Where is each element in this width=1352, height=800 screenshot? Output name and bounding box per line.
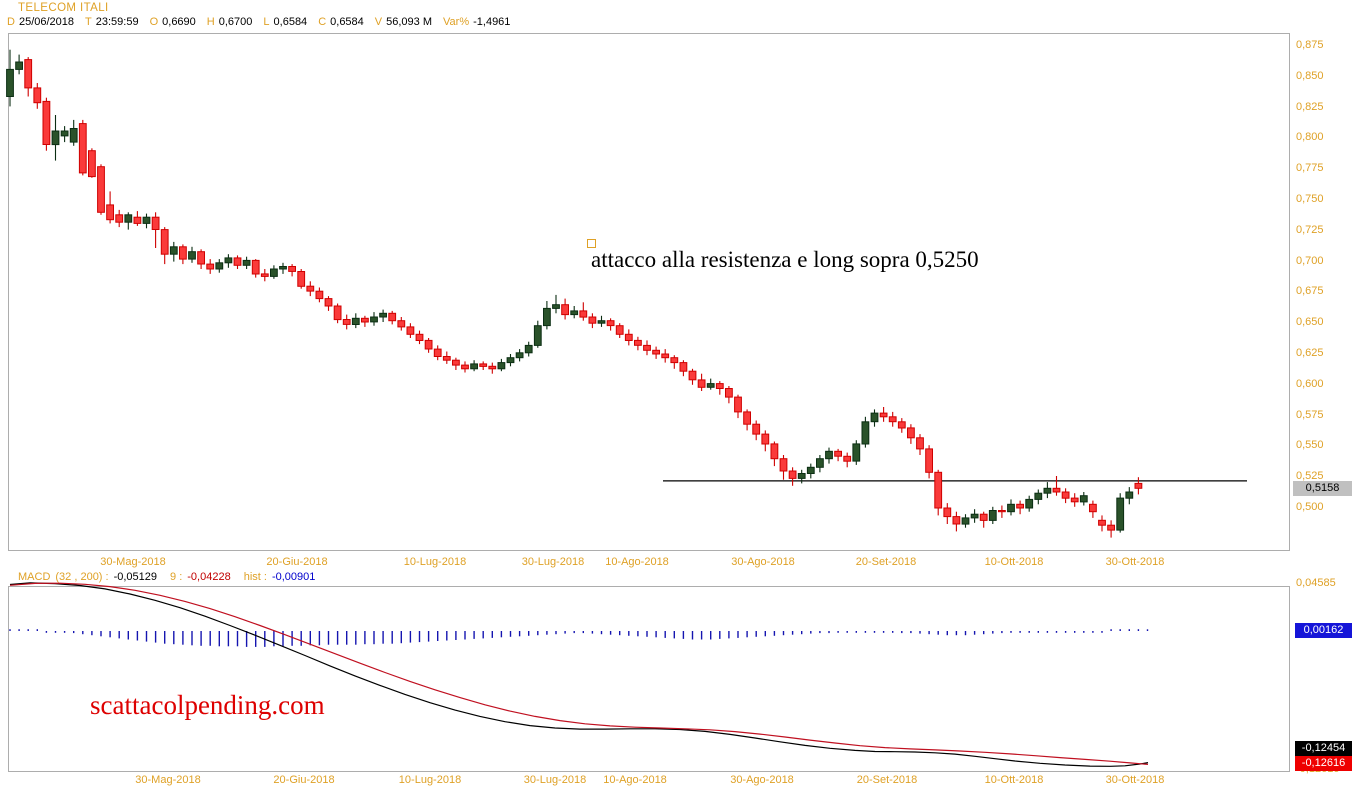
date-axis-label: 30-Mag-2018: [135, 774, 201, 786]
field-key: hist :: [243, 571, 267, 583]
date-axis-label: 10-Ott-2018: [984, 556, 1044, 568]
field-value: 56,093 M: [386, 16, 433, 28]
field-key: O: [149, 16, 159, 28]
field-key: L: [263, 16, 270, 28]
price-axis-label: 0,625: [1296, 347, 1324, 359]
instrument-title: TELECOM ITALI: [18, 2, 109, 14]
field-key: T: [85, 16, 92, 28]
field-value: 0,6690: [162, 16, 196, 28]
date-axis-label: 10-Lug-2018: [398, 774, 462, 786]
annotation-text[interactable]: attacco alla resistenza e long sopra 0,5…: [591, 247, 979, 272]
signal-value-box: -0,12616: [1295, 756, 1352, 771]
price-axis-label: 0,800: [1296, 131, 1324, 144]
annotation-marker-icon[interactable]: [587, 239, 596, 248]
price-chart-panel[interactable]: [8, 33, 1290, 551]
price-axis-label: 0,825: [1296, 100, 1324, 113]
price-axis-label: 0,675: [1296, 285, 1324, 298]
date-axis-label: 30-Ago-2018: [730, 774, 794, 786]
macd-value-box: -0,12454: [1295, 741, 1352, 756]
date-axis-label: 10-Ago-2018: [603, 774, 667, 786]
field-key: MACD: [18, 571, 51, 583]
field-value: 25/06/2018: [18, 16, 75, 28]
date-axis-label: 30-Lug-2018: [521, 556, 585, 568]
price-axis-label: 0,550: [1296, 439, 1324, 452]
date-axis-label: 30-Lug-2018: [523, 774, 587, 786]
macd-readout: MACD (32 , 200) : -0,05129 9 : -0,04228 hist …: [18, 571, 328, 583]
field-key: D: [7, 16, 15, 28]
watermark: scattacolpending.com: [90, 690, 325, 720]
price-axis-label: 0,600: [1296, 377, 1324, 390]
field-key: (32 , 200) :: [55, 571, 109, 583]
field-key: H: [206, 16, 215, 28]
field-value: -0,05129: [113, 571, 158, 583]
date-axis-label: 20-Giu-2018: [266, 556, 328, 568]
field-key: V: [374, 16, 383, 28]
field-value: 0,6584: [273, 16, 308, 28]
price-axis-label: 0,650: [1296, 316, 1324, 329]
date-axis-label: 10-Ago-2018: [605, 556, 669, 568]
date-axis-label: 10-Lug-2018: [403, 556, 467, 568]
price-axis-label: 0,575: [1296, 408, 1324, 421]
field-value: -1,4961: [473, 16, 511, 28]
price-axis-label: 0,750: [1296, 193, 1324, 205]
price-axis-label: 0,700: [1296, 254, 1324, 267]
field-key: 9 :: [170, 571, 183, 583]
field-value: 0,6700: [218, 16, 253, 28]
field-key: C: [318, 16, 327, 28]
field-value: 23:59:59: [95, 16, 139, 28]
macd-axis-max-label: 0,04585: [1296, 577, 1336, 589]
last-price-label: 0,5158: [1293, 481, 1352, 496]
field-key: Var%: [443, 16, 470, 28]
date-axis-label: 30-Mag-2018: [100, 556, 166, 568]
date-axis-label: 30-Ott-2018: [1105, 556, 1165, 568]
date-axis-label: 20-Set-2018: [856, 774, 918, 786]
hist-value-box: 0,00162: [1295, 623, 1352, 638]
price-axis-label: 0,500: [1296, 501, 1324, 513]
date-axis-label: 20-Set-2018: [855, 556, 917, 568]
field-value: 0,6584: [330, 16, 364, 28]
price-axis-label: 0,775: [1296, 162, 1324, 175]
field-value: -0,00901: [271, 571, 316, 583]
date-axis-label: 30-Ott-2018: [1105, 774, 1165, 786]
price-axis-label: 0,875: [1296, 39, 1324, 51]
date-axis-label: 30-Ago-2018: [731, 556, 795, 568]
field-value: -0,04228: [187, 571, 231, 583]
macd-panel[interactable]: [8, 586, 1290, 772]
date-axis-label: 10-Ott-2018: [984, 774, 1044, 786]
price-axis-label: 0,725: [1296, 223, 1324, 236]
quote-readout: D 25/06/2018 T 23:59:59 O 0,6690 H 0,6700 L 0,658…: [7, 16, 521, 28]
price-axis-label: 0,525: [1296, 470, 1324, 483]
price-axis-label: 0,850: [1296, 69, 1324, 82]
date-axis-label: 20-Giu-2018: [273, 774, 335, 786]
